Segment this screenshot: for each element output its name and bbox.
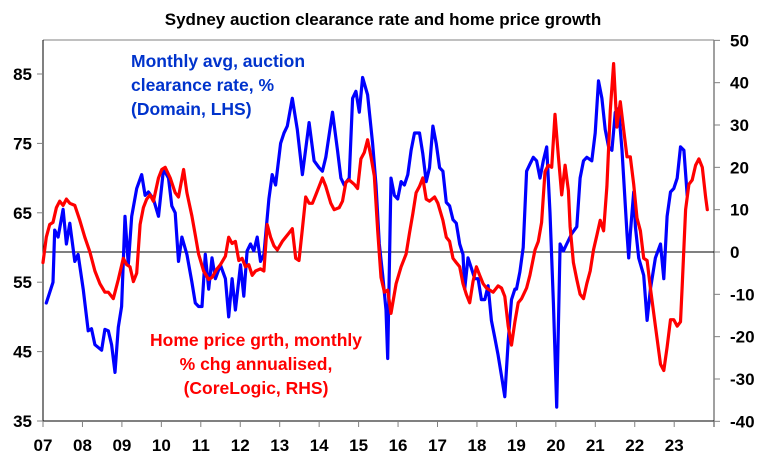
- left-tick-label: 35: [13, 412, 32, 431]
- left-tick-label: 65: [13, 204, 32, 223]
- home-price-growth-line: [41, 61, 709, 373]
- x-tick-label: 18: [467, 436, 486, 455]
- home-price-growth-label: (CoreLogic, RHS): [184, 378, 329, 398]
- x-tick-label: 19: [507, 436, 526, 455]
- left-tick-label: 45: [13, 343, 32, 362]
- axes: 35 45 55 65 75 85 -40 -30 -20 -10 0 10 20 30 40 50 07 08 0…: [13, 31, 755, 455]
- right-tick-label: -10: [730, 285, 755, 304]
- x-tick-label: 20: [546, 436, 565, 455]
- x-tick-label: 14: [310, 436, 329, 455]
- clearance-rate-line: [44, 75, 689, 409]
- clearance-rate-label: clearance rate, %: [131, 75, 274, 95]
- right-tick-label: 50: [730, 31, 749, 50]
- annotations: Monthly avg, auction clearance rate, % (Do…: [131, 51, 362, 398]
- x-tick-label: 15: [349, 436, 368, 455]
- x-tick-label: 17: [428, 436, 447, 455]
- right-tick-label: -30: [730, 370, 755, 389]
- left-tick-label: 85: [13, 65, 32, 84]
- left-tick-label: 75: [13, 134, 32, 153]
- x-tick-label: 10: [152, 436, 171, 455]
- left-tick-label: 55: [13, 273, 32, 292]
- home-price-growth-label: % chg annualised,: [180, 354, 333, 374]
- series-layer: [41, 61, 709, 409]
- x-tick-label: 22: [625, 436, 644, 455]
- x-tick-label: 13: [270, 436, 289, 455]
- x-tick-label: 09: [112, 436, 131, 455]
- right-tick-label: 20: [730, 158, 749, 177]
- x-tick-label: 11: [192, 436, 210, 455]
- right-tick-label: 30: [730, 116, 749, 135]
- x-tick-label: 08: [73, 436, 92, 455]
- right-tick-label: -40: [730, 412, 755, 431]
- x-tick-label: 23: [665, 436, 684, 455]
- x-tick-label: 21: [586, 436, 605, 455]
- x-tick-label: 12: [231, 436, 250, 455]
- right-tick-label: 40: [730, 74, 749, 93]
- x-tick-label: 16: [389, 436, 408, 455]
- chart-title: Sydney auction clearance rate and home p…: [165, 10, 601, 29]
- right-tick-label: 0: [730, 243, 739, 262]
- clearance-rate-label: Monthly avg, auction: [131, 51, 305, 71]
- right-tick-label: -20: [730, 328, 755, 347]
- clearance-rate-label: (Domain, LHS): [131, 99, 252, 119]
- x-tick-label: 07: [34, 436, 53, 455]
- home-price-growth-label: Home price grth, monthly: [150, 330, 362, 350]
- right-tick-label: 10: [730, 201, 749, 220]
